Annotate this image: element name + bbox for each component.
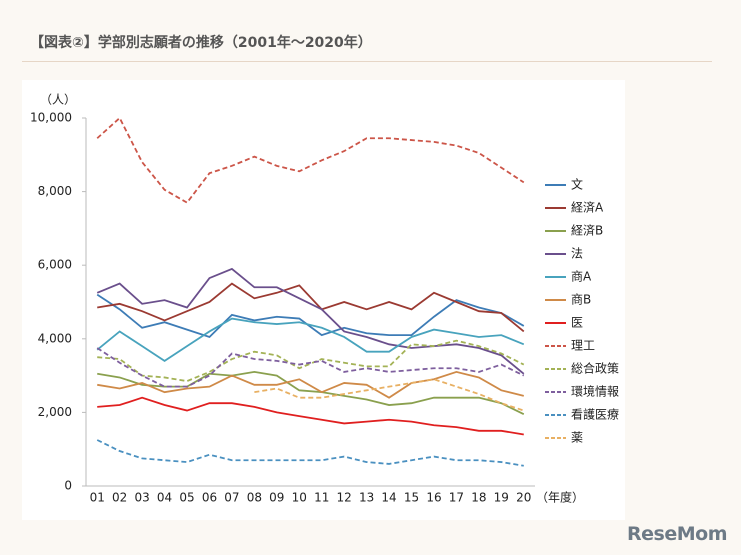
series-line: [254, 378, 525, 412]
x-tick-label: 19: [494, 491, 509, 505]
legend-label: 環境情報: [571, 384, 619, 399]
legend-label: 文: [571, 177, 583, 192]
x-tick-label: 09: [269, 491, 284, 505]
page-title: 【図表②】学部別志願者の推移（2001年～2020年）: [22, 28, 712, 62]
y-tick-label: 4,000: [38, 331, 72, 345]
series-line: [96, 293, 525, 338]
legend-label: 理工: [571, 339, 595, 353]
x-tick-label: 04: [157, 491, 172, 505]
x-tick-label: 13: [359, 491, 374, 505]
y-tick-label: 8,000: [38, 184, 72, 198]
series-line: [96, 347, 525, 388]
x-tick-label: 11: [314, 491, 329, 505]
series-line: [97, 370, 524, 399]
x-tick-label: 14: [381, 491, 396, 505]
series-line: [96, 267, 525, 375]
x-tick-label: 05: [179, 491, 194, 505]
x-tick-label: 01: [90, 491, 105, 505]
x-tick-label: 17: [449, 491, 464, 505]
x-tick-label: 15: [404, 491, 419, 505]
y-tick-label: 2,000: [38, 405, 72, 419]
x-tick-label: 07: [224, 491, 239, 505]
x-tick-label: 18: [471, 491, 486, 505]
x-tick-label: 12: [337, 491, 352, 505]
x-axis-label: （年度）: [536, 490, 584, 505]
x-tick-label: 20: [516, 491, 531, 505]
legend-label: 薬: [571, 431, 583, 445]
x-tick-label: 10: [292, 491, 307, 505]
chart-background: [22, 80, 625, 520]
x-tick-label: 16: [426, 491, 441, 505]
legend-label: 法: [571, 247, 583, 261]
legend-label: 経済A: [571, 200, 604, 215]
series-line: [96, 116, 525, 204]
legend-label: 医: [571, 316, 583, 330]
y-tick-label: 6,000: [38, 258, 72, 272]
legend-label: 看護医療: [571, 407, 619, 422]
logo: ReseMom: [627, 523, 727, 545]
series-line: [97, 339, 525, 383]
legend-label: 経済B: [571, 223, 603, 238]
series-line: [97, 396, 524, 436]
x-tick-label: 03: [134, 491, 149, 505]
x-tick-label: 06: [202, 491, 217, 505]
series-line: [96, 439, 524, 467]
series-line: [97, 282, 525, 333]
series-line: [96, 317, 525, 362]
y-tick-label: 10,000: [30, 111, 72, 125]
x-tick-label: 02: [112, 491, 127, 505]
y-tick-label: 0: [64, 479, 72, 493]
legend-label: 総合政策: [571, 361, 619, 376]
y-axis-label: （人）: [40, 93, 76, 107]
legend-label: 商B: [571, 292, 591, 307]
x-tick-label: 08: [247, 491, 262, 505]
legend-label: 商A: [571, 269, 592, 284]
